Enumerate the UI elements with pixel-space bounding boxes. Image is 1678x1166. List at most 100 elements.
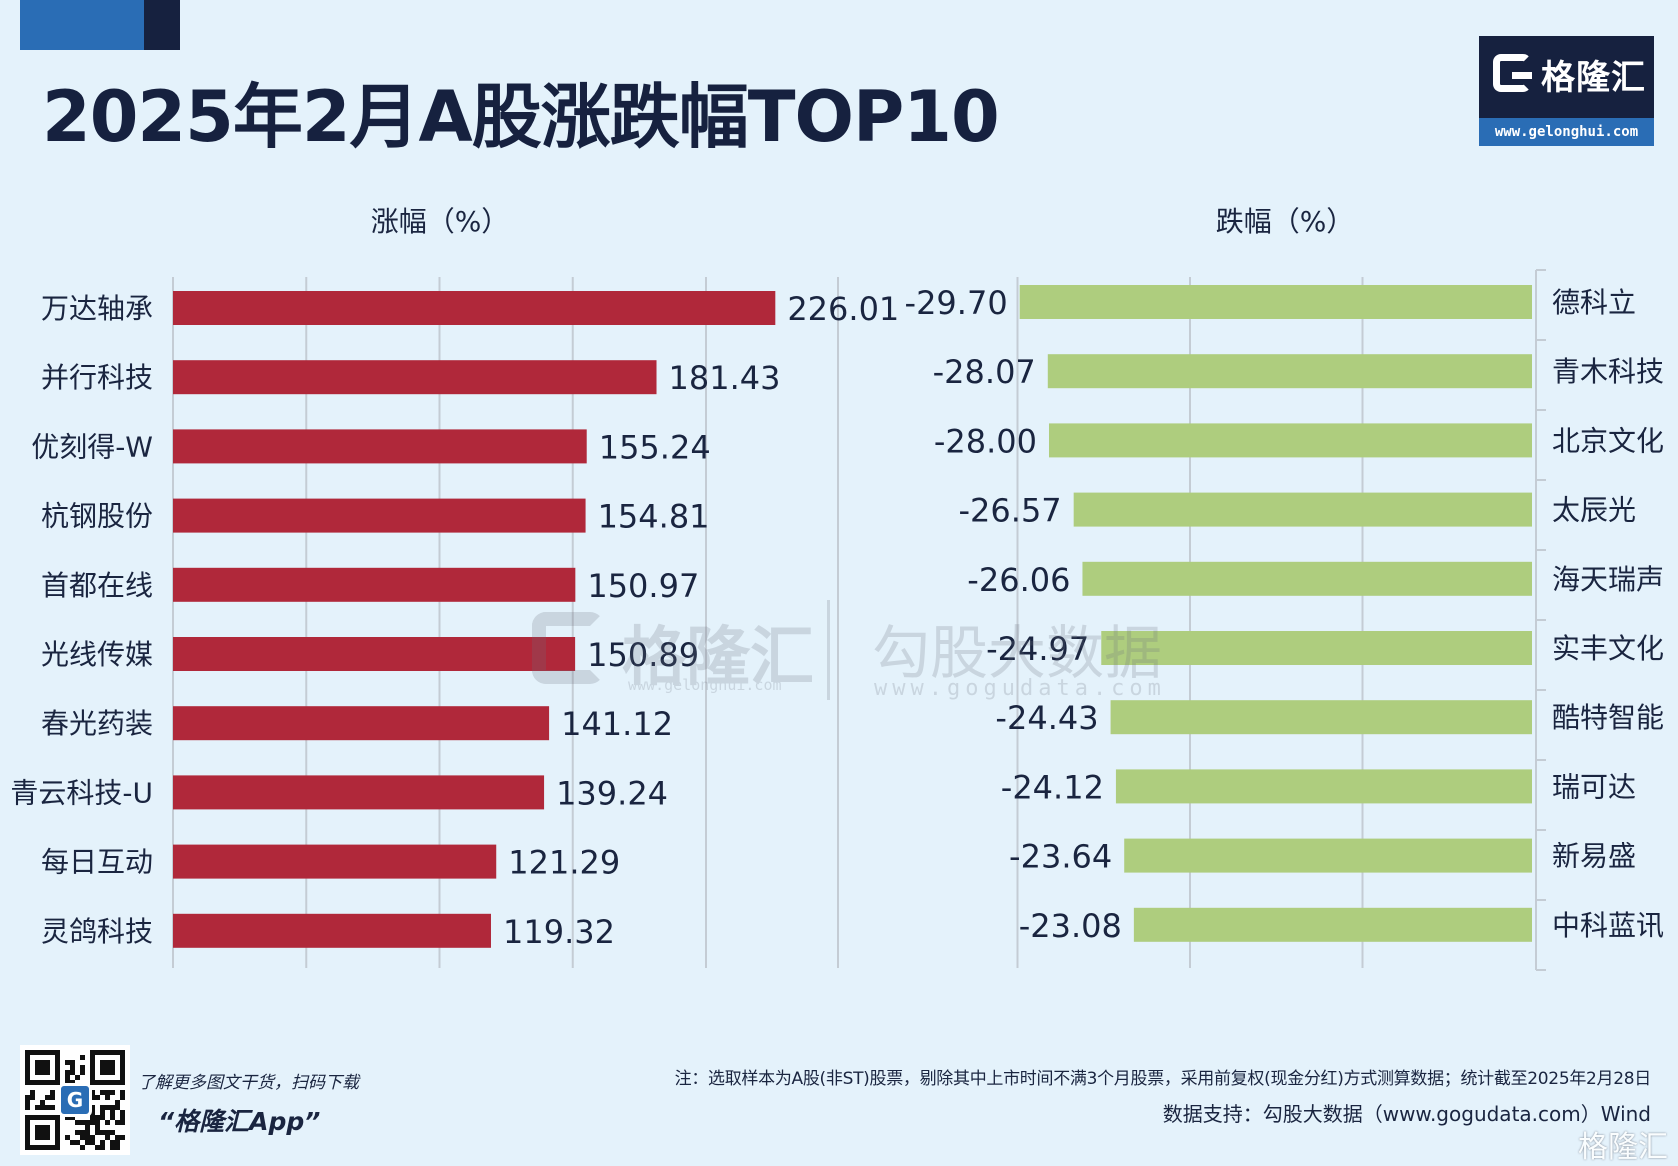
qr-module: [40, 1105, 45, 1110]
brand-logo[interactable]: 格隆汇 www.gelonghui.com: [1479, 36, 1654, 146]
gain-category-label: 青云科技-U: [10, 776, 153, 809]
qr-module: [100, 1145, 105, 1150]
loss-value-label: -24.97: [986, 630, 1089, 668]
loss-category-label: 太辰光: [1552, 494, 1636, 527]
loss-bar: [1019, 285, 1532, 319]
qr-module: [105, 1120, 110, 1125]
qr-module: [110, 1130, 115, 1135]
loss-value-label: -28.07: [933, 353, 1036, 391]
qr-module: [75, 1120, 80, 1125]
header-accent-navy: [144, 0, 180, 50]
qr-module: [110, 1145, 115, 1150]
qr-module: [90, 1110, 95, 1115]
loss-bar: [1124, 838, 1532, 873]
loss-category-label: 新易盛: [1552, 840, 1636, 873]
qr-module: [110, 1110, 115, 1115]
qr-module: [65, 1135, 70, 1140]
loss-category-label: 瑞可达: [1552, 770, 1636, 803]
qr-module: [30, 1090, 35, 1095]
qr-module: [110, 1140, 115, 1145]
loss-category-label: 中科蓝讯: [1552, 909, 1664, 942]
loss-value-label: -23.64: [1009, 838, 1112, 876]
gain-value-label: 119.32: [503, 913, 615, 951]
qr-finder: [25, 1115, 60, 1150]
qr-module: [65, 1070, 70, 1075]
qr-module: [85, 1135, 90, 1140]
loss-bar: [1047, 354, 1532, 389]
qr-module: [85, 1140, 90, 1145]
qr-module: [50, 1105, 55, 1110]
qr-module: [80, 1070, 85, 1075]
gain-category-label: 春光药装: [41, 707, 153, 740]
data-source: 数据支持：勾股大数据（www.gogudata.com）Wind: [1162, 1102, 1651, 1126]
qr-module: [90, 1105, 95, 1110]
qr-module: [70, 1070, 75, 1075]
qr-module: [70, 1060, 75, 1065]
qr-module: [100, 1110, 105, 1115]
gain-bar: [173, 913, 491, 948]
qr-module: [110, 1115, 115, 1120]
qr-module: [115, 1145, 120, 1150]
qr-module: [100, 1140, 105, 1145]
qr-code[interactable]: [20, 1045, 130, 1155]
loss-value-label: -28.00: [934, 422, 1037, 460]
qr-finder: [90, 1050, 125, 1085]
qr-module: [85, 1130, 90, 1135]
gain-bar: [173, 360, 657, 395]
corner-watermark: 格隆汇: [1578, 1130, 1668, 1165]
gain-chart: 涨幅（%） 万达轴承 226.01 并行科技 181.43 优刻得-W 155.24 杭钢股份…: [10, 205, 899, 968]
gain-chart-title: 涨幅（%）: [371, 205, 510, 238]
qr-module: [40, 1100, 45, 1105]
qr-module: [115, 1100, 120, 1105]
qr-module: [75, 1130, 80, 1135]
gain-category-label: 杭钢股份: [41, 500, 153, 533]
qr-module: [25, 1105, 30, 1110]
loss-category-label: 北京文化: [1552, 424, 1664, 457]
qr-module: [90, 1120, 95, 1125]
qr-module: [35, 1105, 40, 1110]
loss-bar: [1049, 423, 1532, 458]
loss-chart-title: 跌幅（%）: [1216, 205, 1355, 238]
qr-module: [95, 1130, 100, 1135]
qr-module: [115, 1135, 120, 1140]
qr-module: [120, 1115, 125, 1120]
qr-module: [95, 1120, 100, 1125]
loss-category-label: 青木科技: [1552, 355, 1664, 388]
qr-module: [105, 1105, 110, 1110]
qr-module: [25, 1095, 30, 1100]
qr-caption: 了解更多图文干货，扫码下载: [138, 1073, 359, 1093]
qr-module: [90, 1115, 95, 1120]
gain-bar: [173, 775, 545, 810]
gain-value-label: 121.29: [508, 844, 620, 882]
gain-value-label: 150.97: [587, 567, 699, 605]
gain-category-label: 万达轴承: [41, 292, 153, 325]
qr-module: [80, 1135, 85, 1140]
loss-category-label: 德科立: [1552, 286, 1636, 319]
qr-module: [45, 1105, 50, 1110]
qr-module: [80, 1130, 85, 1135]
gain-value-label: 226.01: [787, 290, 899, 328]
gain-bar: [173, 567, 576, 602]
gain-value-label: 150.89: [587, 636, 699, 674]
qr-module: [120, 1090, 125, 1095]
gain-category-label: 并行科技: [41, 361, 153, 394]
gain-category-label: 每日互动: [41, 846, 153, 879]
qr-module: [95, 1115, 100, 1120]
gain-bar: [173, 291, 776, 325]
gain-category-label: 优刻得-W: [31, 430, 153, 463]
qr-module: [120, 1095, 125, 1100]
gain-loss-bar-charts: 涨幅（%） 万达轴承 226.01 并行科技 181.43 优刻得-W 155.24 杭钢股份…: [10, 205, 1664, 971]
gain-bar: [173, 429, 587, 464]
qr-module: [95, 1095, 100, 1100]
loss-value-label: -26.57: [959, 492, 1062, 530]
footnote: 注：选取样本为A股(非ST)股票，剔除其中上市时间不满3个月股票，采用前复权(现…: [674, 1069, 1652, 1089]
qr-module: [90, 1095, 95, 1100]
qr-module: [90, 1135, 95, 1140]
qr-finder: [25, 1050, 60, 1085]
qr-module: [105, 1095, 110, 1100]
logo-name: 格隆汇: [1541, 58, 1646, 98]
page-title: 2025年2月A股涨跌幅TOP10: [42, 76, 1000, 158]
qr-module: [65, 1060, 70, 1065]
qr-module: [120, 1135, 125, 1140]
qr-module: [25, 1100, 30, 1105]
